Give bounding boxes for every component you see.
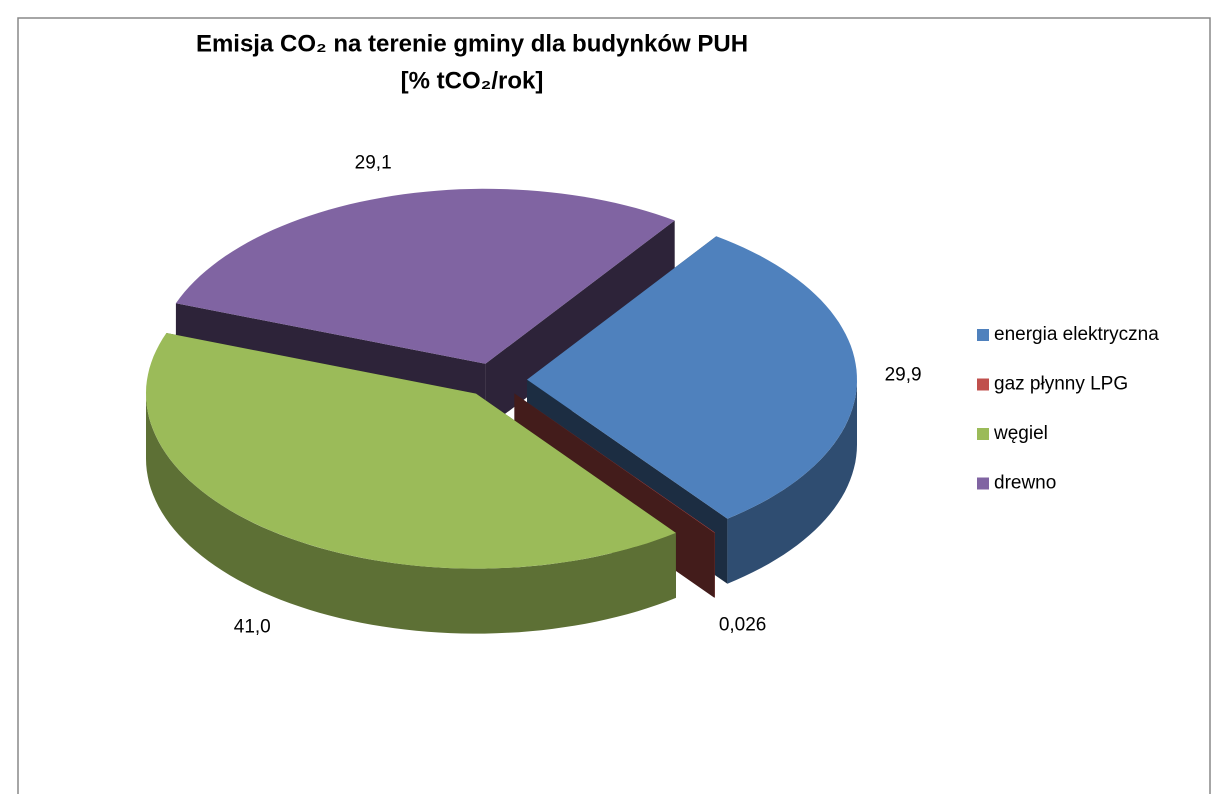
data-label: 29,9 xyxy=(885,364,922,385)
legend-label: węgiel xyxy=(993,423,1048,444)
legend: energia elektryczna gaz płynny LPG węgiel d… xyxy=(977,324,1159,494)
data-label: 41,0 xyxy=(234,616,271,637)
legend-label: gaz płynny LPG xyxy=(994,374,1128,395)
slice xyxy=(146,333,676,634)
chart-frame xyxy=(17,17,1211,794)
chart-title: Emisja CO₂ na terenie gminy dla budynków… xyxy=(196,30,748,57)
data-label: 29,1 xyxy=(355,152,392,173)
pie: 29,9 0,026 41,0 29,1 xyxy=(146,152,922,637)
slice-top xyxy=(514,393,715,533)
data-label: 0,026 xyxy=(719,614,767,635)
legend-label: drewno xyxy=(994,473,1056,494)
slice-top xyxy=(175,188,675,364)
legend-swatch xyxy=(977,329,989,341)
legend-label: energia elektryczna xyxy=(994,324,1159,345)
chart-subtitle: [% tCO₂/rok] xyxy=(401,67,544,94)
slice-top xyxy=(146,333,676,569)
legend-swatch xyxy=(977,477,989,490)
legend-swatch xyxy=(977,428,989,440)
slice-wall xyxy=(146,393,676,634)
slice-top xyxy=(527,236,857,519)
legend-swatch xyxy=(977,378,989,391)
slice-wall xyxy=(727,379,857,584)
